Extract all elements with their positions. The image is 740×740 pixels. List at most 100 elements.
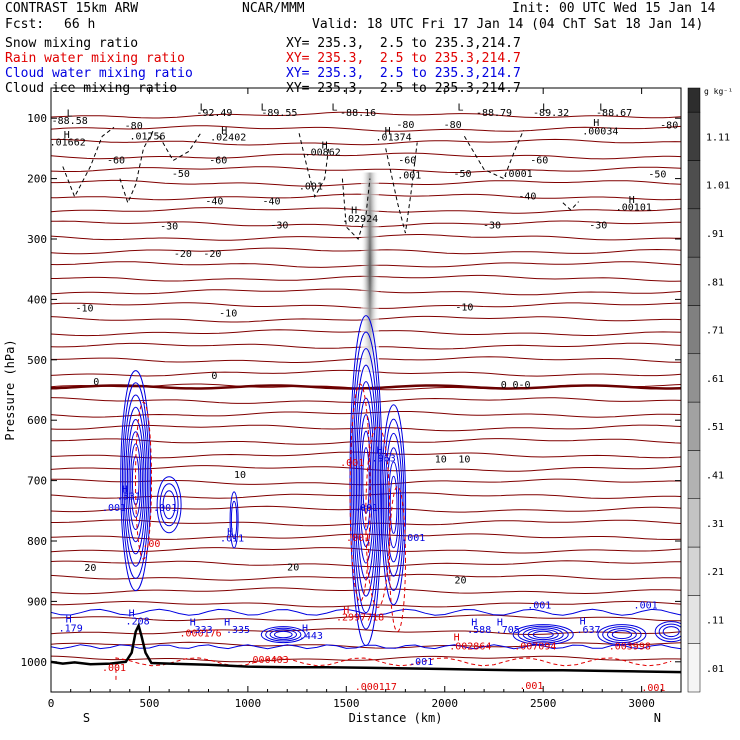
- isotherm-label: -80: [660, 121, 678, 132]
- model-title: CONTRAST 15km ARW: [5, 1, 139, 16]
- isotherm-line: [51, 628, 681, 636]
- isotherm-label: -60: [209, 156, 227, 167]
- isotherm-label: 20: [84, 563, 96, 574]
- legend-snow-name: Snow mixing ratio: [5, 36, 139, 51]
- cloud-contour-low: [265, 627, 302, 642]
- rain-contour: [135, 401, 152, 560]
- cloud-label: H: [377, 445, 383, 456]
- isotherm-label: L: [261, 102, 267, 113]
- isotherm-line: [51, 533, 681, 541]
- colorbar-tick-label: 1.01: [706, 181, 730, 192]
- snow-ice-label: H: [64, 130, 70, 141]
- rain-contour: [389, 486, 406, 633]
- colorbar-segment: [687, 353, 701, 403]
- snow-ice-label: .00101: [616, 203, 652, 214]
- x-axis-north-label: N: [654, 711, 661, 725]
- isotherm-line: [51, 600, 681, 608]
- cloud-label: .705: [496, 625, 520, 636]
- cloud-deck-base: [51, 644, 681, 650]
- isotherm-label: -60: [107, 156, 125, 167]
- legend-rain-xy: XY= 235.3, 2.5 to 235.3,214.7: [286, 51, 521, 66]
- isotherm-line: [51, 125, 681, 132]
- isotherm-label: -50: [453, 169, 471, 180]
- cloud-contour-main-column: [357, 397, 375, 564]
- isotherm-line: [51, 560, 681, 568]
- y-tick-label: 100: [27, 112, 47, 125]
- legend-cloud-name: Cloud water mixing ratio: [5, 66, 193, 81]
- colorbar-tick-label: .91: [706, 229, 724, 240]
- cloud-contour-main-east: [381, 404, 407, 606]
- snow-ice-label: H: [593, 118, 599, 129]
- snow-contour: [62, 126, 115, 198]
- colorbar-segment: [687, 256, 701, 306]
- colorbar-segment: [687, 498, 701, 548]
- cloud-contour-west-column: [123, 394, 148, 567]
- cloud-contour-low-east: [532, 630, 554, 639]
- rain-label: .007094: [514, 642, 556, 653]
- cloud-contour-low-east: [517, 625, 569, 644]
- rain-label: .000176: [180, 628, 222, 639]
- isotherm-label: -88.67: [596, 108, 632, 119]
- cloud-deck-top: [51, 608, 681, 616]
- cloud-contour-main-column: [362, 447, 370, 515]
- cloud-label: .208: [126, 616, 150, 627]
- isotherm-line: [51, 547, 681, 554]
- isotherm-line: [51, 152, 681, 160]
- isotherm-label: -40: [205, 197, 223, 208]
- rain-label: .2997718: [336, 613, 384, 624]
- isotherm-label: -88.79: [476, 108, 512, 119]
- cloud-label: H: [302, 624, 308, 635]
- rain-label: .001: [641, 683, 665, 694]
- cloud-contour-small-cell: [229, 491, 239, 549]
- cloud-contour-small-cell: [230, 500, 238, 540]
- cloud-label: .333: [189, 625, 213, 636]
- x-tick-label: 3000: [628, 697, 655, 710]
- snow-contour: [463, 130, 524, 180]
- colorbar-segment: [687, 160, 701, 210]
- isotherm-line: [51, 655, 681, 663]
- y-tick-label: 900: [27, 595, 47, 608]
- valid-time: Valid: 18 UTC Fri 17 Jan 14 (04 ChT Sat …: [312, 17, 704, 32]
- snow-ice-contours: [62, 126, 579, 240]
- cloud-contour-main-east: [384, 432, 403, 577]
- isotherm: -88.58 -92.49 -89.55 -88.16 -88.79 -89.32 -88.…: [52, 102, 679, 586]
- colorbar-tick-label: .21: [706, 567, 724, 578]
- cloud-contour-main-east: [386, 447, 402, 563]
- isotherm-line: [51, 478, 681, 486]
- snow-ice-label: .02924: [342, 214, 378, 225]
- snow-ice-label: H: [322, 140, 328, 151]
- ice-plume: [360, 172, 379, 372]
- isotherm-label: -30: [483, 221, 501, 232]
- terrain-line: [51, 622, 681, 674]
- rain-contours: [115, 383, 672, 680]
- cloud-contour-edge: [654, 621, 681, 643]
- y-tick-label: 1000: [21, 656, 48, 669]
- cloud-label: H: [122, 485, 128, 496]
- snow-ice-label: .01374: [376, 133, 412, 144]
- snow-ice-label: .001: [397, 171, 421, 182]
- isotherm-label: 20: [454, 575, 466, 586]
- isotherm-label: -89.55: [261, 108, 297, 119]
- rain-label: .001: [346, 533, 370, 544]
- x-axis-title: Distance (km): [349, 711, 443, 725]
- rain-label: .001: [340, 458, 364, 469]
- cloud-contour-low-far-east: [611, 630, 633, 640]
- isotherm-label: -50: [648, 169, 666, 180]
- isotherm-label: L: [457, 102, 463, 113]
- colorbar-segment: [687, 546, 701, 596]
- isotherm-label: -50: [172, 169, 190, 180]
- x-axis-south-label: S: [83, 711, 90, 725]
- rain-contour: [365, 425, 391, 608]
- isotherm-label: -10: [219, 308, 237, 319]
- cloud-contour-low: [260, 626, 306, 644]
- snow-ice-label: .00034: [582, 127, 618, 138]
- cloud-label: H: [227, 527, 233, 538]
- snow-contour: [562, 201, 579, 211]
- cloud-contour-edge: [658, 623, 681, 640]
- isotherm-label: L: [542, 102, 548, 113]
- cloud-label: .443: [299, 631, 323, 642]
- cloud-label: .001: [102, 503, 126, 514]
- isotherm-label: -80: [125, 121, 143, 132]
- x-tick-label: 500: [140, 697, 160, 710]
- snow-ice-label: .02402: [210, 133, 246, 144]
